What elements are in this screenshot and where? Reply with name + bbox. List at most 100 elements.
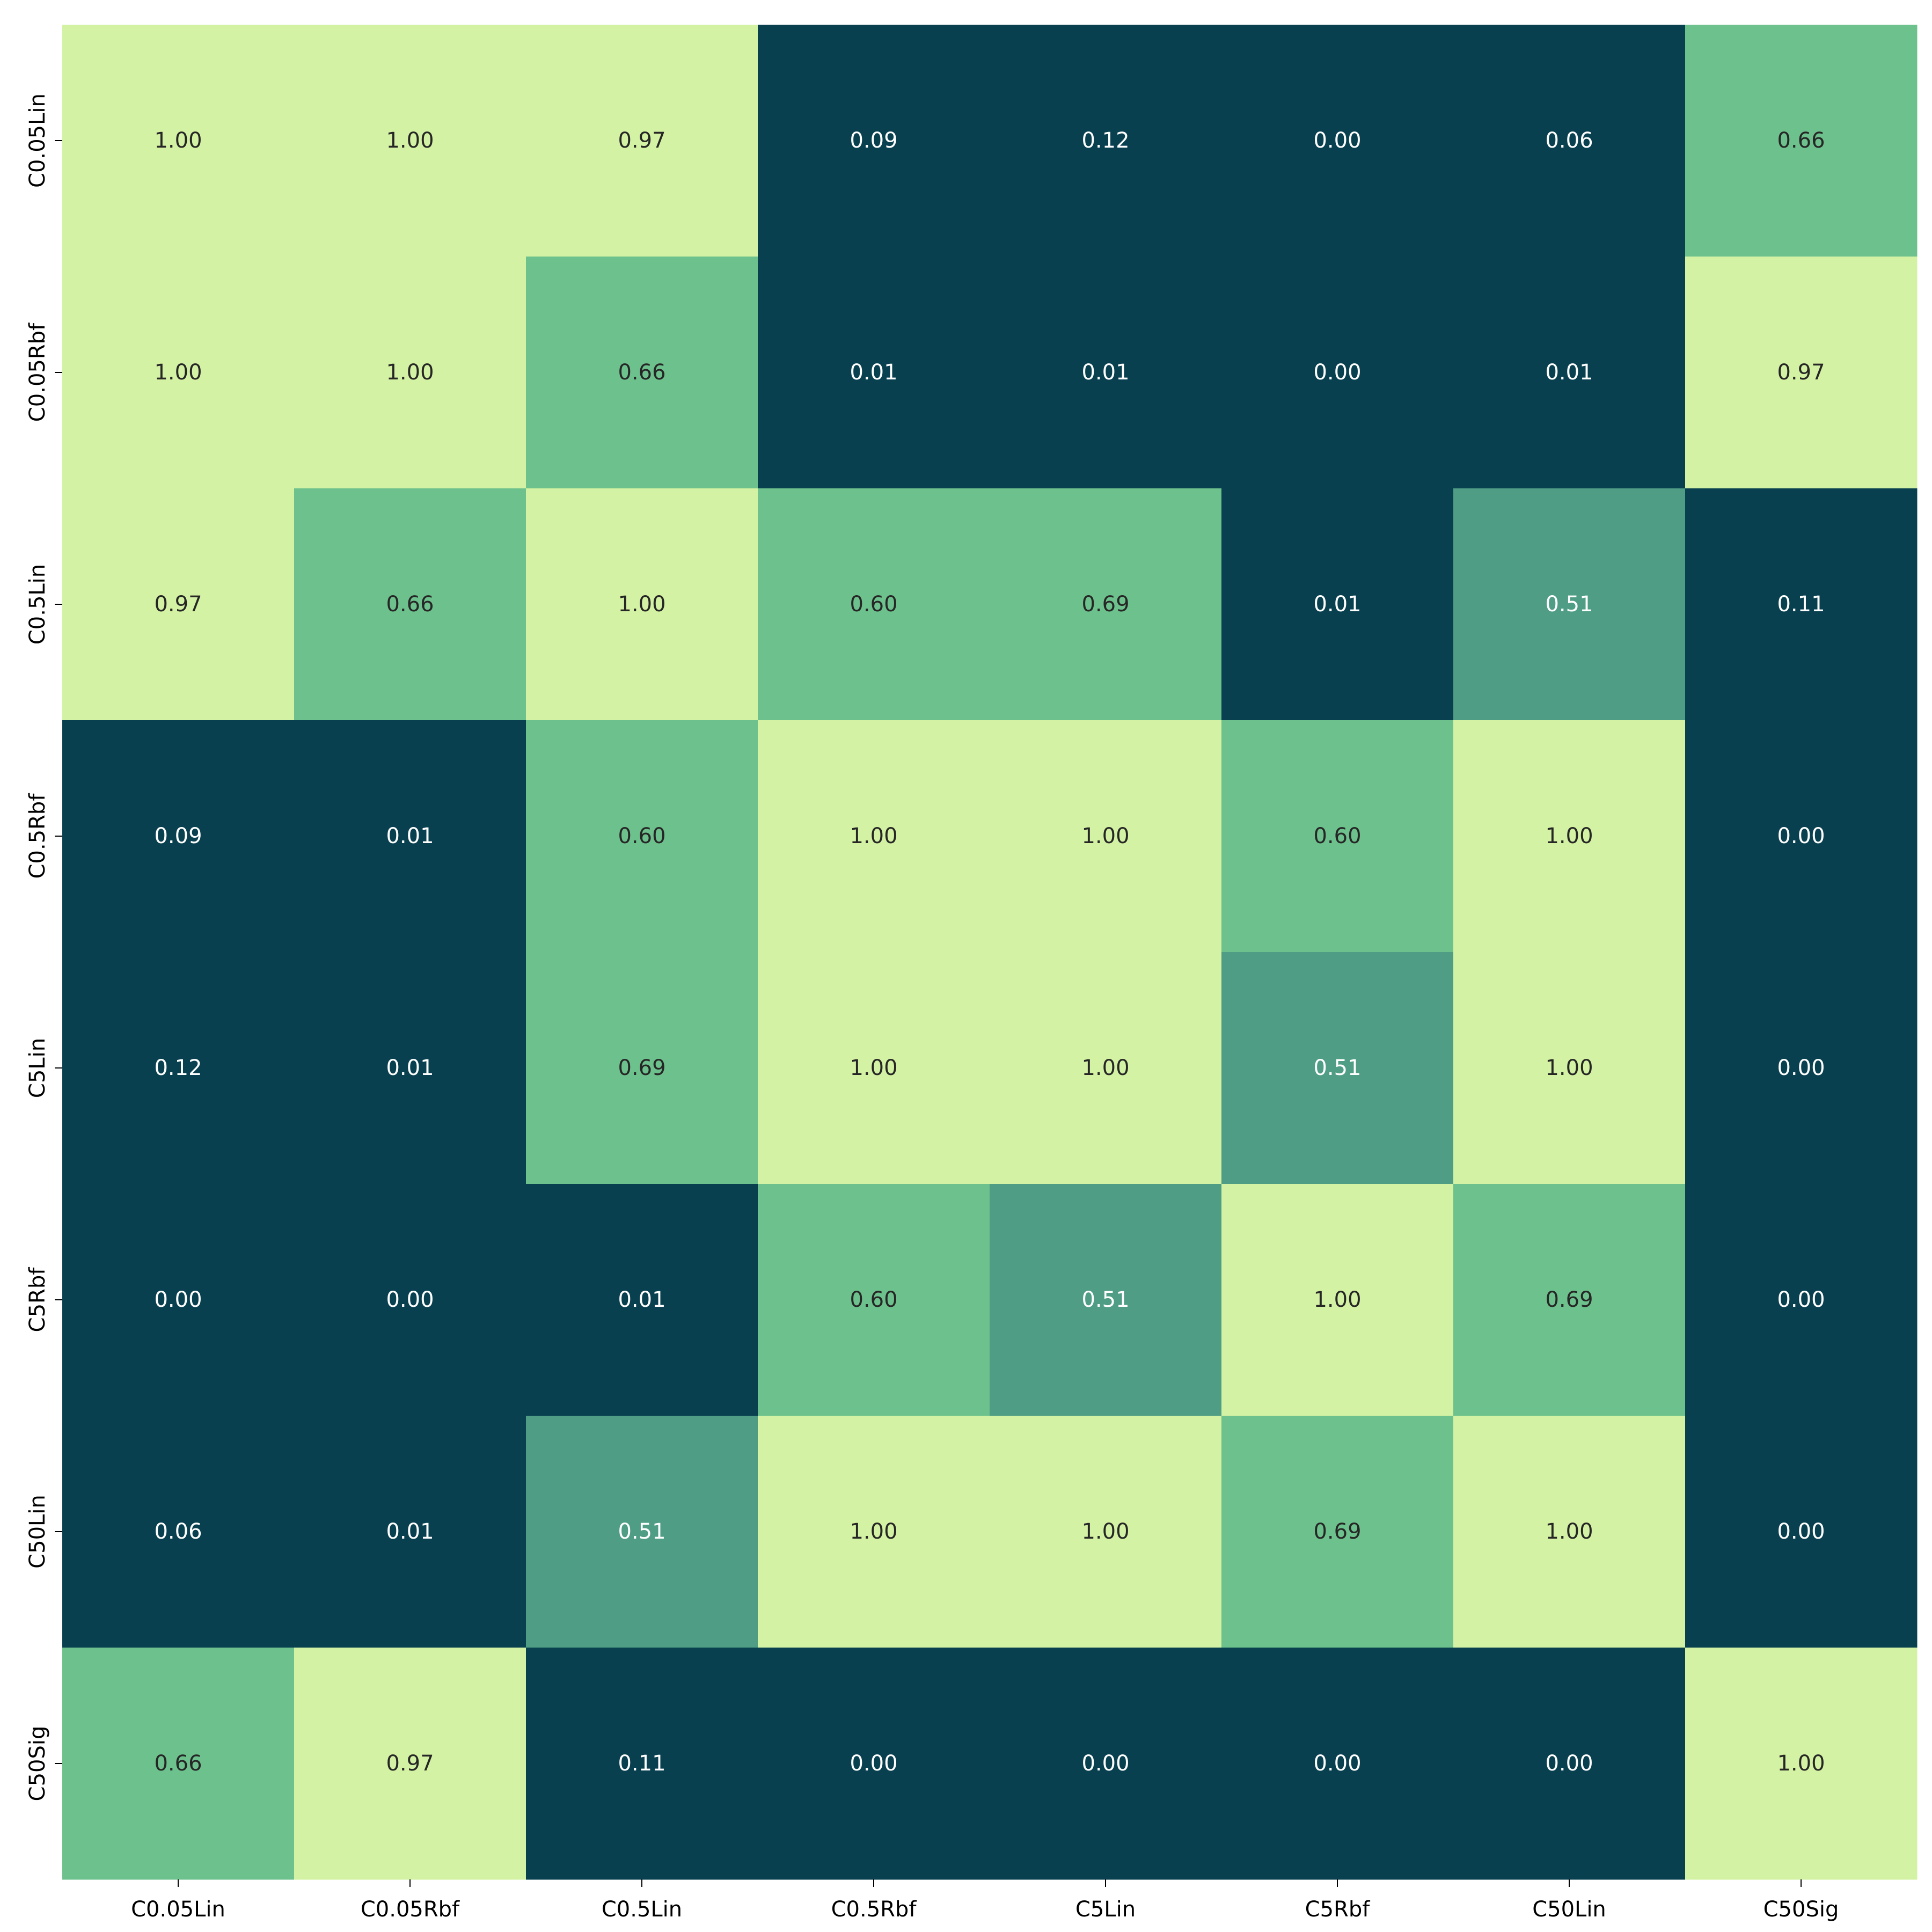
cell-value-label-5-6: 0.69: [1545, 1287, 1593, 1312]
heatmap-cell-6-0: [62, 1416, 295, 1648]
y-tick-label-6: C50Lin: [25, 1495, 50, 1569]
heatmap-cell-2-1: [294, 488, 526, 721]
heatmap-cell-4-5: [1221, 952, 1454, 1184]
heatmap-cell-3-5: [1221, 720, 1454, 953]
y-axis: C0.05Lin C0.05Rbf C0.5Lin C0.5Rbf C5Lin C5Rbf…: [25, 93, 62, 1801]
cell-value-label-3-3: 1.00: [850, 824, 897, 848]
heatmap-cell-2-4: [990, 488, 1222, 721]
cell-value-label-6-0: 0.06: [154, 1519, 202, 1544]
cell-value-label-4-6: 1.00: [1545, 1056, 1593, 1080]
x-tick-label-3: C0.5Rbf: [831, 1897, 917, 1922]
heatmap-cell-5-7: [1685, 1184, 1918, 1416]
cell-value-label-3-6: 1.00: [1545, 824, 1593, 848]
cell-value-label-6-5: 0.69: [1313, 1519, 1361, 1544]
heatmap-cell-0-7: [1685, 25, 1918, 257]
cell-value-label-4-5: 0.51: [1313, 1056, 1361, 1080]
y-tick-label-2: C0.5Lin: [25, 564, 50, 645]
cell-value-label-0-6: 0.06: [1545, 128, 1593, 153]
heatmap-cell-4-4: [990, 952, 1222, 1184]
heatmap-cell-1-3: [758, 257, 990, 489]
cell-value-label-1-2: 0.66: [618, 360, 665, 385]
heatmap-cell-0-3: [758, 25, 990, 257]
cell-value-label-5-1: 0.00: [386, 1287, 434, 1312]
heatmap-cell-4-2: [526, 952, 758, 1184]
cell-value-label-5-0: 0.00: [154, 1287, 202, 1312]
cell-value-label-4-2: 0.69: [618, 1056, 665, 1080]
heatmap-cells: [62, 25, 1918, 1880]
heatmap-cell-2-0: [62, 488, 295, 721]
cell-value-label-1-6: 0.01: [1545, 360, 1593, 385]
heatmap-cell-0-0: [62, 25, 295, 257]
x-tick-label-4: C5Lin: [1075, 1897, 1136, 1922]
cell-value-label-1-3: 0.01: [850, 360, 897, 385]
cell-value-label-2-6: 0.51: [1545, 592, 1593, 617]
heatmap-cell-4-0: [62, 952, 295, 1184]
heatmap-cell-6-1: [294, 1416, 526, 1648]
y-tick-label-0: C0.05Lin: [25, 93, 50, 188]
x-tick-label-5: C5Rbf: [1305, 1897, 1371, 1922]
heatmap-cell-5-6: [1453, 1184, 1686, 1416]
cell-value-label-2-2: 1.00: [618, 592, 665, 617]
heatmap-cell-5-5: [1221, 1184, 1454, 1416]
cell-value-label-2-4: 0.69: [1081, 592, 1129, 617]
cell-value-label-7-6: 0.00: [1545, 1751, 1593, 1776]
cell-value-label-7-0: 0.66: [154, 1751, 202, 1776]
cell-value-label-7-1: 0.97: [386, 1751, 434, 1776]
cell-value-label-1-5: 0.00: [1313, 360, 1361, 385]
cell-value-label-7-5: 0.00: [1313, 1751, 1361, 1776]
cell-value-label-3-4: 1.00: [1081, 824, 1129, 848]
cell-value-label-6-4: 1.00: [1081, 1519, 1129, 1544]
heatmap-cell-0-4: [990, 25, 1222, 257]
heatmap-cell-1-0: [62, 257, 295, 489]
cell-value-label-0-1: 1.00: [386, 128, 434, 153]
heatmap-cell-4-1: [294, 952, 526, 1184]
cell-value-label-2-0: 0.97: [154, 592, 202, 617]
cell-value-label-5-5: 1.00: [1313, 1287, 1361, 1312]
cell-value-label-4-0: 0.12: [154, 1056, 202, 1080]
heatmap-cell-6-4: [990, 1416, 1222, 1648]
cell-value-label-3-7: 0.00: [1777, 824, 1825, 848]
heatmap-cell-6-3: [758, 1416, 990, 1648]
cell-value-label-6-1: 0.01: [386, 1519, 434, 1544]
cell-value-label-3-0: 0.09: [154, 824, 202, 848]
y-tick-label-3: C0.5Rbf: [25, 793, 50, 879]
heatmap-cell-5-0: [62, 1184, 295, 1416]
heatmap-cell-2-6: [1453, 488, 1686, 721]
heatmap-cell-2-5: [1221, 488, 1454, 721]
heatmap-cell-7-7: [1685, 1648, 1918, 1880]
heatmap-cell-0-5: [1221, 25, 1454, 257]
heatmap-cell-7-6: [1453, 1648, 1686, 1880]
cell-value-label-7-2: 0.11: [618, 1751, 665, 1776]
cell-value-label-1-4: 0.01: [1081, 360, 1129, 385]
heatmap-cell-7-4: [990, 1648, 1222, 1880]
heatmap-cell-1-7: [1685, 257, 1918, 489]
heatmap-cell-2-3: [758, 488, 990, 721]
heatmap-cell-6-6: [1453, 1416, 1686, 1648]
heatmap-cell-3-3: [758, 720, 990, 953]
heatmap-cell-7-0: [62, 1648, 295, 1880]
cell-value-label-0-3: 0.09: [850, 128, 897, 153]
cell-value-label-6-7: 0.00: [1777, 1519, 1825, 1544]
y-tick-label-7: C50Sig: [25, 1726, 50, 1802]
cell-value-label-3-2: 0.60: [618, 824, 665, 848]
heatmap-cell-7-2: [526, 1648, 758, 1880]
cell-value-label-3-5: 0.60: [1313, 824, 1361, 848]
cell-value-label-7-4: 0.00: [1081, 1751, 1129, 1776]
cell-value-label-4-7: 0.00: [1777, 1056, 1825, 1080]
cell-value-label-5-2: 0.01: [618, 1287, 665, 1312]
cell-value-label-0-5: 0.00: [1313, 128, 1361, 153]
cell-value-label-4-3: 1.00: [850, 1056, 897, 1080]
heatmap-cell-0-6: [1453, 25, 1686, 257]
cell-value-label-3-1: 0.01: [386, 824, 434, 848]
cell-value-label-5-4: 0.51: [1081, 1287, 1129, 1312]
cell-value-label-7-7: 1.00: [1777, 1751, 1825, 1776]
x-tick-label-2: C0.5Lin: [602, 1897, 682, 1922]
heatmap-cell-6-7: [1685, 1416, 1918, 1648]
heatmap-cell-1-4: [990, 257, 1222, 489]
cell-value-label-1-0: 1.00: [154, 360, 202, 385]
heatmap-cell-1-6: [1453, 257, 1686, 489]
heatmap-cell-4-6: [1453, 952, 1686, 1184]
x-tick-label-0: C0.05Lin: [131, 1897, 225, 1922]
heatmap-cell-4-3: [758, 952, 990, 1184]
